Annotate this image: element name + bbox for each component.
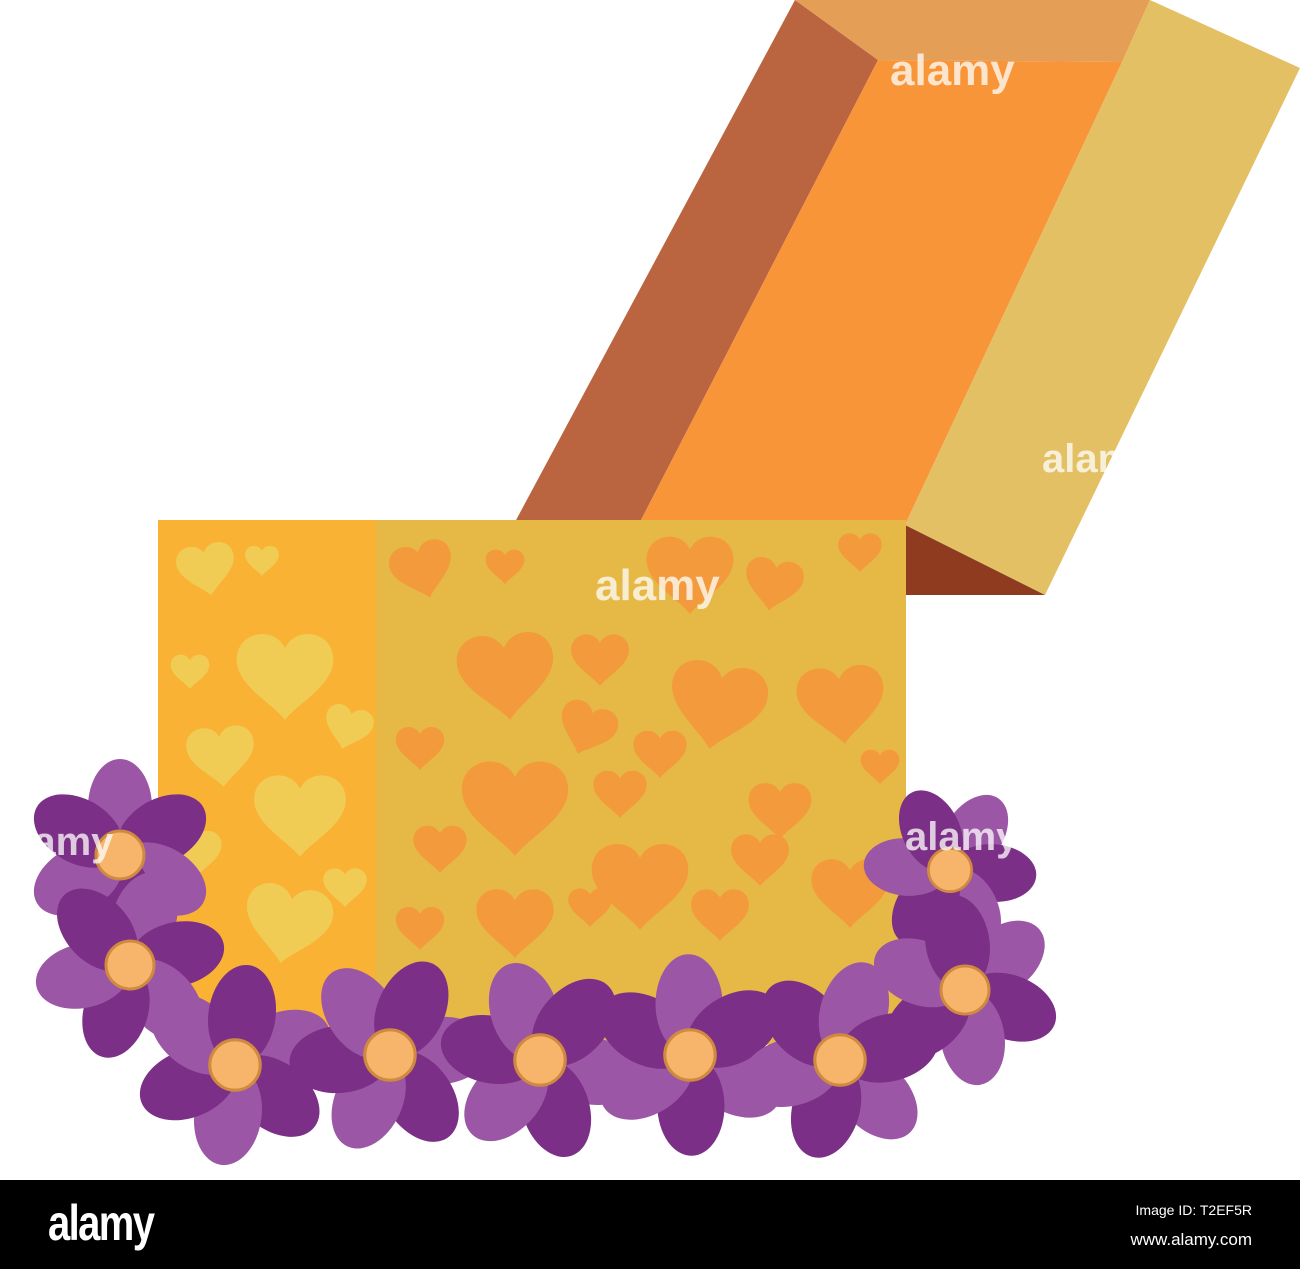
box-body (158, 520, 906, 1045)
heart-shape (568, 888, 612, 927)
flower-center (208, 1038, 262, 1092)
heart-shape (838, 533, 882, 572)
watermark: alamy (905, 815, 1019, 859)
heart-shape (395, 907, 445, 950)
heart-shape (633, 730, 687, 778)
heart-shape (395, 727, 445, 770)
petal (208, 964, 277, 1066)
flower (741, 962, 939, 1158)
heart-shape (323, 868, 367, 907)
heart-shape (236, 634, 334, 720)
flower (289, 961, 491, 1149)
watermark: alamy (595, 561, 720, 610)
heart-shape (389, 539, 451, 598)
heart-shape (646, 536, 734, 614)
heart-shape (746, 557, 804, 611)
heart-shape (691, 889, 749, 941)
heart-shape (326, 704, 374, 749)
heart-shape (672, 660, 769, 750)
flower-center (513, 1033, 567, 1087)
flower-center (663, 1028, 717, 1082)
heart-shape (476, 889, 554, 958)
lid-inside (640, 60, 1122, 525)
lid-right-face (905, 0, 1300, 595)
site-url: www.alamy.com (1130, 1230, 1252, 1249)
footer-bar: alamy Image ID: T2EF5R www.alamy.com (0, 1180, 1300, 1269)
heart-shape (591, 844, 689, 930)
heart-shape (176, 542, 234, 596)
heart-shape (796, 664, 884, 744)
flower (440, 963, 640, 1157)
flower-wreath (33, 759, 1057, 1166)
image-id: Image ID: T2EF5R (1135, 1202, 1252, 1218)
flower-center (104, 939, 156, 991)
watermark: alamy (1042, 437, 1156, 481)
heart-shape (245, 545, 279, 576)
heart-shape (461, 761, 569, 856)
heart-shape (246, 883, 334, 964)
lid-shadow (905, 525, 1045, 595)
watermark: alamy (890, 46, 1015, 95)
flower (873, 894, 1057, 1086)
heart-shape (170, 654, 210, 689)
lid-top-edge (795, 0, 1150, 62)
hearts-pattern-front (389, 533, 900, 958)
heart-shape (485, 549, 525, 584)
flower-center (939, 964, 991, 1016)
heart-shape (413, 825, 467, 873)
heart-shape (748, 783, 812, 839)
heart-shape (593, 770, 647, 818)
heart-shape (456, 632, 554, 720)
flower-center (363, 1028, 417, 1082)
heart-shape (254, 775, 346, 857)
watermark: alamy (0, 820, 114, 864)
box-lid (515, 0, 1300, 595)
hearts-pattern-left (168, 542, 374, 964)
heart-shape (571, 634, 629, 686)
heart-shape (561, 699, 619, 754)
flower-center (813, 1033, 867, 1087)
flower-center (927, 847, 973, 893)
alamy-logo: alamy (48, 1195, 155, 1251)
heart-shape (860, 749, 900, 784)
watermarks: alamy alamy alamy alamy alamy (0, 46, 1156, 864)
heart-shape (186, 725, 254, 787)
heart-shape (731, 834, 789, 886)
flower (139, 964, 331, 1166)
gift-box-illustration: alamy alamy alamy alamy alamy (0, 0, 1300, 1166)
lid-left-face (515, 0, 878, 522)
flower-center (94, 829, 146, 881)
